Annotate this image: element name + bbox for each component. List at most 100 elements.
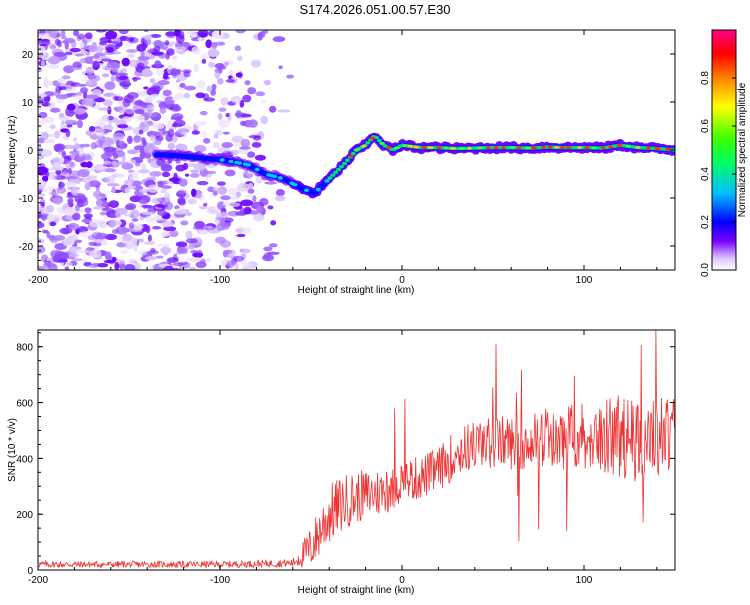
noise-blob xyxy=(155,134,164,142)
noise-blob xyxy=(48,42,56,50)
noise-blob xyxy=(217,113,223,120)
ridge-core xyxy=(524,146,532,150)
noise-blob xyxy=(230,149,240,156)
noise-blob xyxy=(225,113,230,118)
noise-blob xyxy=(213,41,226,46)
noise-blob xyxy=(38,104,43,112)
noise-blob xyxy=(38,153,45,160)
noise-blob xyxy=(62,144,75,150)
ridge-core xyxy=(427,146,434,150)
ridge-mid xyxy=(324,179,330,183)
ridge-core xyxy=(421,146,428,150)
noise-blob xyxy=(235,72,243,78)
spectrogram-marks xyxy=(38,30,675,270)
noise-blob xyxy=(92,262,101,267)
noise-blob xyxy=(233,262,239,270)
ridge-core xyxy=(608,145,613,149)
noise-blob xyxy=(141,223,149,232)
noise-blob xyxy=(139,152,146,160)
noise-blob xyxy=(61,151,67,158)
noise-blob xyxy=(252,212,265,222)
noise-blob xyxy=(189,266,196,270)
noise-blob xyxy=(152,85,161,93)
noise-blob xyxy=(74,142,80,150)
ridge-core xyxy=(554,145,560,149)
noise-blob xyxy=(106,175,115,185)
noise-blob xyxy=(144,256,158,261)
colorbar-tick-label: 0.2 xyxy=(700,215,711,229)
noise-blob xyxy=(127,149,139,155)
noise-blob xyxy=(269,105,277,113)
noise-blob xyxy=(85,66,95,75)
top-x-axis-label: Height of straight line (km) xyxy=(298,285,415,296)
noise-blob xyxy=(134,100,145,106)
noise-blob xyxy=(132,77,138,83)
noise-blob xyxy=(267,205,274,210)
noise-blob xyxy=(41,214,47,222)
noise-blob xyxy=(213,133,219,139)
noise-blob xyxy=(160,246,172,255)
noise-blob xyxy=(48,102,55,109)
noise-blob xyxy=(264,181,278,185)
noise-blob xyxy=(236,233,246,238)
noise-blob xyxy=(250,59,262,68)
noise-blob xyxy=(237,55,243,62)
noise-blob xyxy=(247,188,255,194)
noise-blob xyxy=(217,77,224,85)
noise-blob xyxy=(60,35,67,40)
bottom-y-tick-label: 600 xyxy=(16,399,33,410)
noise-blob xyxy=(38,119,46,129)
noise-blob xyxy=(143,241,156,245)
ridge-mid xyxy=(304,188,310,192)
noise-blob xyxy=(38,166,49,174)
noise-blob xyxy=(104,150,116,157)
noise-blob xyxy=(174,205,180,210)
noise-blob xyxy=(203,170,217,174)
noise-blob xyxy=(84,207,92,214)
noise-blob xyxy=(136,115,145,122)
noise-blob xyxy=(118,161,129,165)
noise-blob xyxy=(248,119,258,128)
noise-blob xyxy=(182,162,189,170)
noise-blob xyxy=(75,204,80,212)
noise-blob xyxy=(111,41,120,45)
ridge-core xyxy=(635,146,641,149)
noise-blob xyxy=(240,199,254,207)
noise-blob xyxy=(69,47,82,53)
noise-blob xyxy=(240,113,252,118)
noise-blob xyxy=(61,75,71,80)
noise-blob xyxy=(263,79,272,86)
noise-blob xyxy=(38,33,50,38)
noise-blob xyxy=(54,130,61,139)
ridge-core xyxy=(413,145,420,149)
noise-blob xyxy=(175,43,184,48)
ridge-mid xyxy=(327,176,333,180)
noise-blob xyxy=(38,265,45,270)
colorbar-label: Normalized spectral amplitude xyxy=(737,82,748,217)
noise-blob xyxy=(106,40,113,44)
noise-blob xyxy=(38,221,45,229)
noise-blob xyxy=(72,212,81,221)
noise-blob xyxy=(161,220,173,228)
top-y-tick-label: 10 xyxy=(22,98,34,109)
noise-blob xyxy=(262,254,275,262)
noise-blob xyxy=(89,249,102,258)
ridge-mid xyxy=(330,173,336,177)
noise-blob xyxy=(56,78,66,83)
ridge-core xyxy=(393,146,400,150)
noise-blob xyxy=(92,60,100,67)
noise-blob xyxy=(145,215,154,223)
noise-blob xyxy=(141,211,155,215)
noise-blob xyxy=(175,241,188,248)
noise-blob xyxy=(125,108,134,115)
top-x-tick-label: 100 xyxy=(576,275,593,286)
bottom-y-axis-label: SNR (10 * v/v) xyxy=(7,418,18,482)
noise-blob xyxy=(117,124,129,129)
ridge-core xyxy=(348,154,354,158)
noise-blob xyxy=(41,229,49,234)
noise-blob xyxy=(233,255,244,262)
noise-blob xyxy=(58,86,67,91)
noise-blob xyxy=(125,203,137,210)
noise-blob xyxy=(162,89,172,97)
noise-blob xyxy=(193,63,200,73)
